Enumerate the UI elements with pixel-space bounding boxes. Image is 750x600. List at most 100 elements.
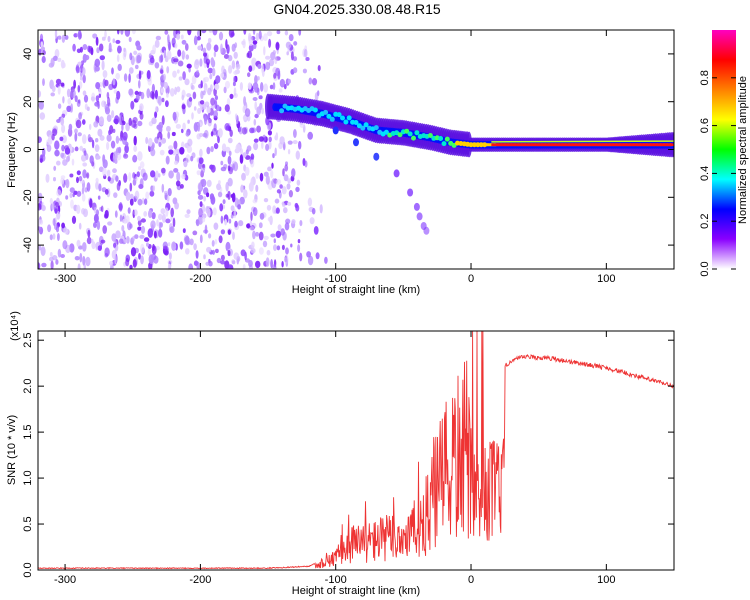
noise-speckle (140, 225, 146, 234)
noise-speckle (272, 82, 276, 90)
noise-speckle (97, 128, 103, 137)
y-tick-label: 0 (22, 146, 34, 152)
noise-speckle (255, 184, 259, 193)
noise-speckle (286, 51, 290, 56)
x-tick-label: 100 (597, 574, 615, 586)
ridge-core (329, 116, 335, 122)
noise-speckle (137, 226, 142, 231)
noise-speckle (53, 55, 58, 61)
noise-speckle (76, 239, 81, 247)
noise-speckle (48, 62, 54, 68)
noise-speckle (232, 260, 236, 265)
noise-speckle (125, 215, 130, 224)
branch-point (416, 212, 423, 221)
noise-speckle (244, 108, 251, 117)
noise-speckle (234, 69, 240, 75)
noise-speckle (224, 123, 230, 131)
noise-speckle (197, 190, 201, 196)
noise-speckle (89, 155, 94, 164)
noise-speckle (100, 205, 104, 213)
noise-speckle (181, 39, 187, 45)
noise-speckle (265, 175, 270, 185)
noise-speckle (41, 55, 46, 64)
snr-panel: -300 -200 -100 0 100 0.0 0.5 1.0 1.5 2.0 2.5 Heigh… (6, 311, 675, 597)
x-tick-label: 0 (468, 273, 474, 285)
snr-content (38, 331, 674, 570)
noise-speckle (181, 173, 186, 180)
noise-speckle (81, 193, 86, 202)
noise-speckle (324, 256, 328, 264)
noise-speckle (38, 262, 41, 269)
noise-speckle (182, 122, 186, 131)
noise-speckle (142, 197, 145, 205)
noise-speckle (152, 243, 155, 252)
noise-speckle (292, 140, 298, 145)
noise-speckle (64, 147, 71, 155)
noise-speckle (76, 176, 79, 184)
noise-speckle (212, 30, 218, 36)
noise-speckle (78, 222, 82, 230)
noise-speckle (191, 85, 195, 90)
noise-speckle (82, 119, 86, 125)
noise-speckle (287, 178, 292, 184)
noise-speckle (75, 64, 80, 74)
noise-speckle (307, 197, 313, 207)
noise-speckle (77, 99, 81, 104)
noise-speckle (270, 259, 273, 269)
noise-speckle (137, 151, 143, 161)
noise-speckle (69, 173, 74, 178)
noise-speckle (258, 136, 265, 142)
noise-speckle (102, 78, 107, 89)
noise-speckle (119, 137, 124, 142)
noise-speckle (207, 37, 212, 44)
noise-speckle (167, 34, 170, 43)
noise-speckle (202, 47, 207, 54)
noise-speckle (82, 162, 88, 167)
noise-speckle (119, 238, 124, 244)
noise-speckle (273, 238, 276, 244)
noise-speckle (47, 135, 53, 145)
noise-speckle (275, 207, 280, 214)
noise-speckle (290, 243, 293, 248)
noise-speckle (181, 128, 184, 134)
noise-speckle (273, 244, 277, 252)
branch-point (373, 152, 380, 161)
noise-speckle (196, 170, 201, 176)
noise-speckle (113, 89, 118, 94)
noise-speckle (39, 158, 43, 163)
noise-speckle (114, 254, 117, 265)
noise-speckle (159, 149, 165, 156)
noise-speckle (166, 125, 171, 132)
noise-speckle (102, 70, 108, 79)
noise-speckle (280, 228, 286, 236)
snr-scale-label: (x10⁴) (9, 311, 21, 341)
noise-speckle (108, 42, 112, 53)
noise-speckle (52, 233, 56, 240)
noise-speckle (132, 178, 137, 186)
noise-speckle (74, 132, 78, 142)
noise-speckle (197, 194, 204, 200)
ridge-core (427, 133, 433, 138)
y-tick-label: 40 (22, 48, 34, 60)
noise-speckle (203, 229, 209, 234)
noise-speckle (227, 190, 231, 200)
noise-speckle (274, 56, 278, 65)
y-tick-label: -40 (22, 237, 34, 253)
noise-speckle (185, 54, 190, 60)
noise-speckle (90, 96, 95, 101)
noise-speckle (56, 160, 61, 166)
noise-speckle (52, 218, 56, 226)
noise-speckle (138, 70, 142, 80)
noise-speckle (228, 65, 233, 74)
noise-speckle (85, 256, 91, 267)
noise-speckle (255, 172, 259, 179)
noise-speckle (135, 64, 139, 70)
noise-speckle (258, 247, 264, 255)
noise-speckle (275, 67, 281, 77)
noise-speckle (206, 208, 211, 218)
noise-speckle (164, 30, 169, 35)
noise-speckle (210, 131, 214, 137)
noise-speckle (49, 252, 53, 257)
noise-speckle (127, 207, 131, 214)
